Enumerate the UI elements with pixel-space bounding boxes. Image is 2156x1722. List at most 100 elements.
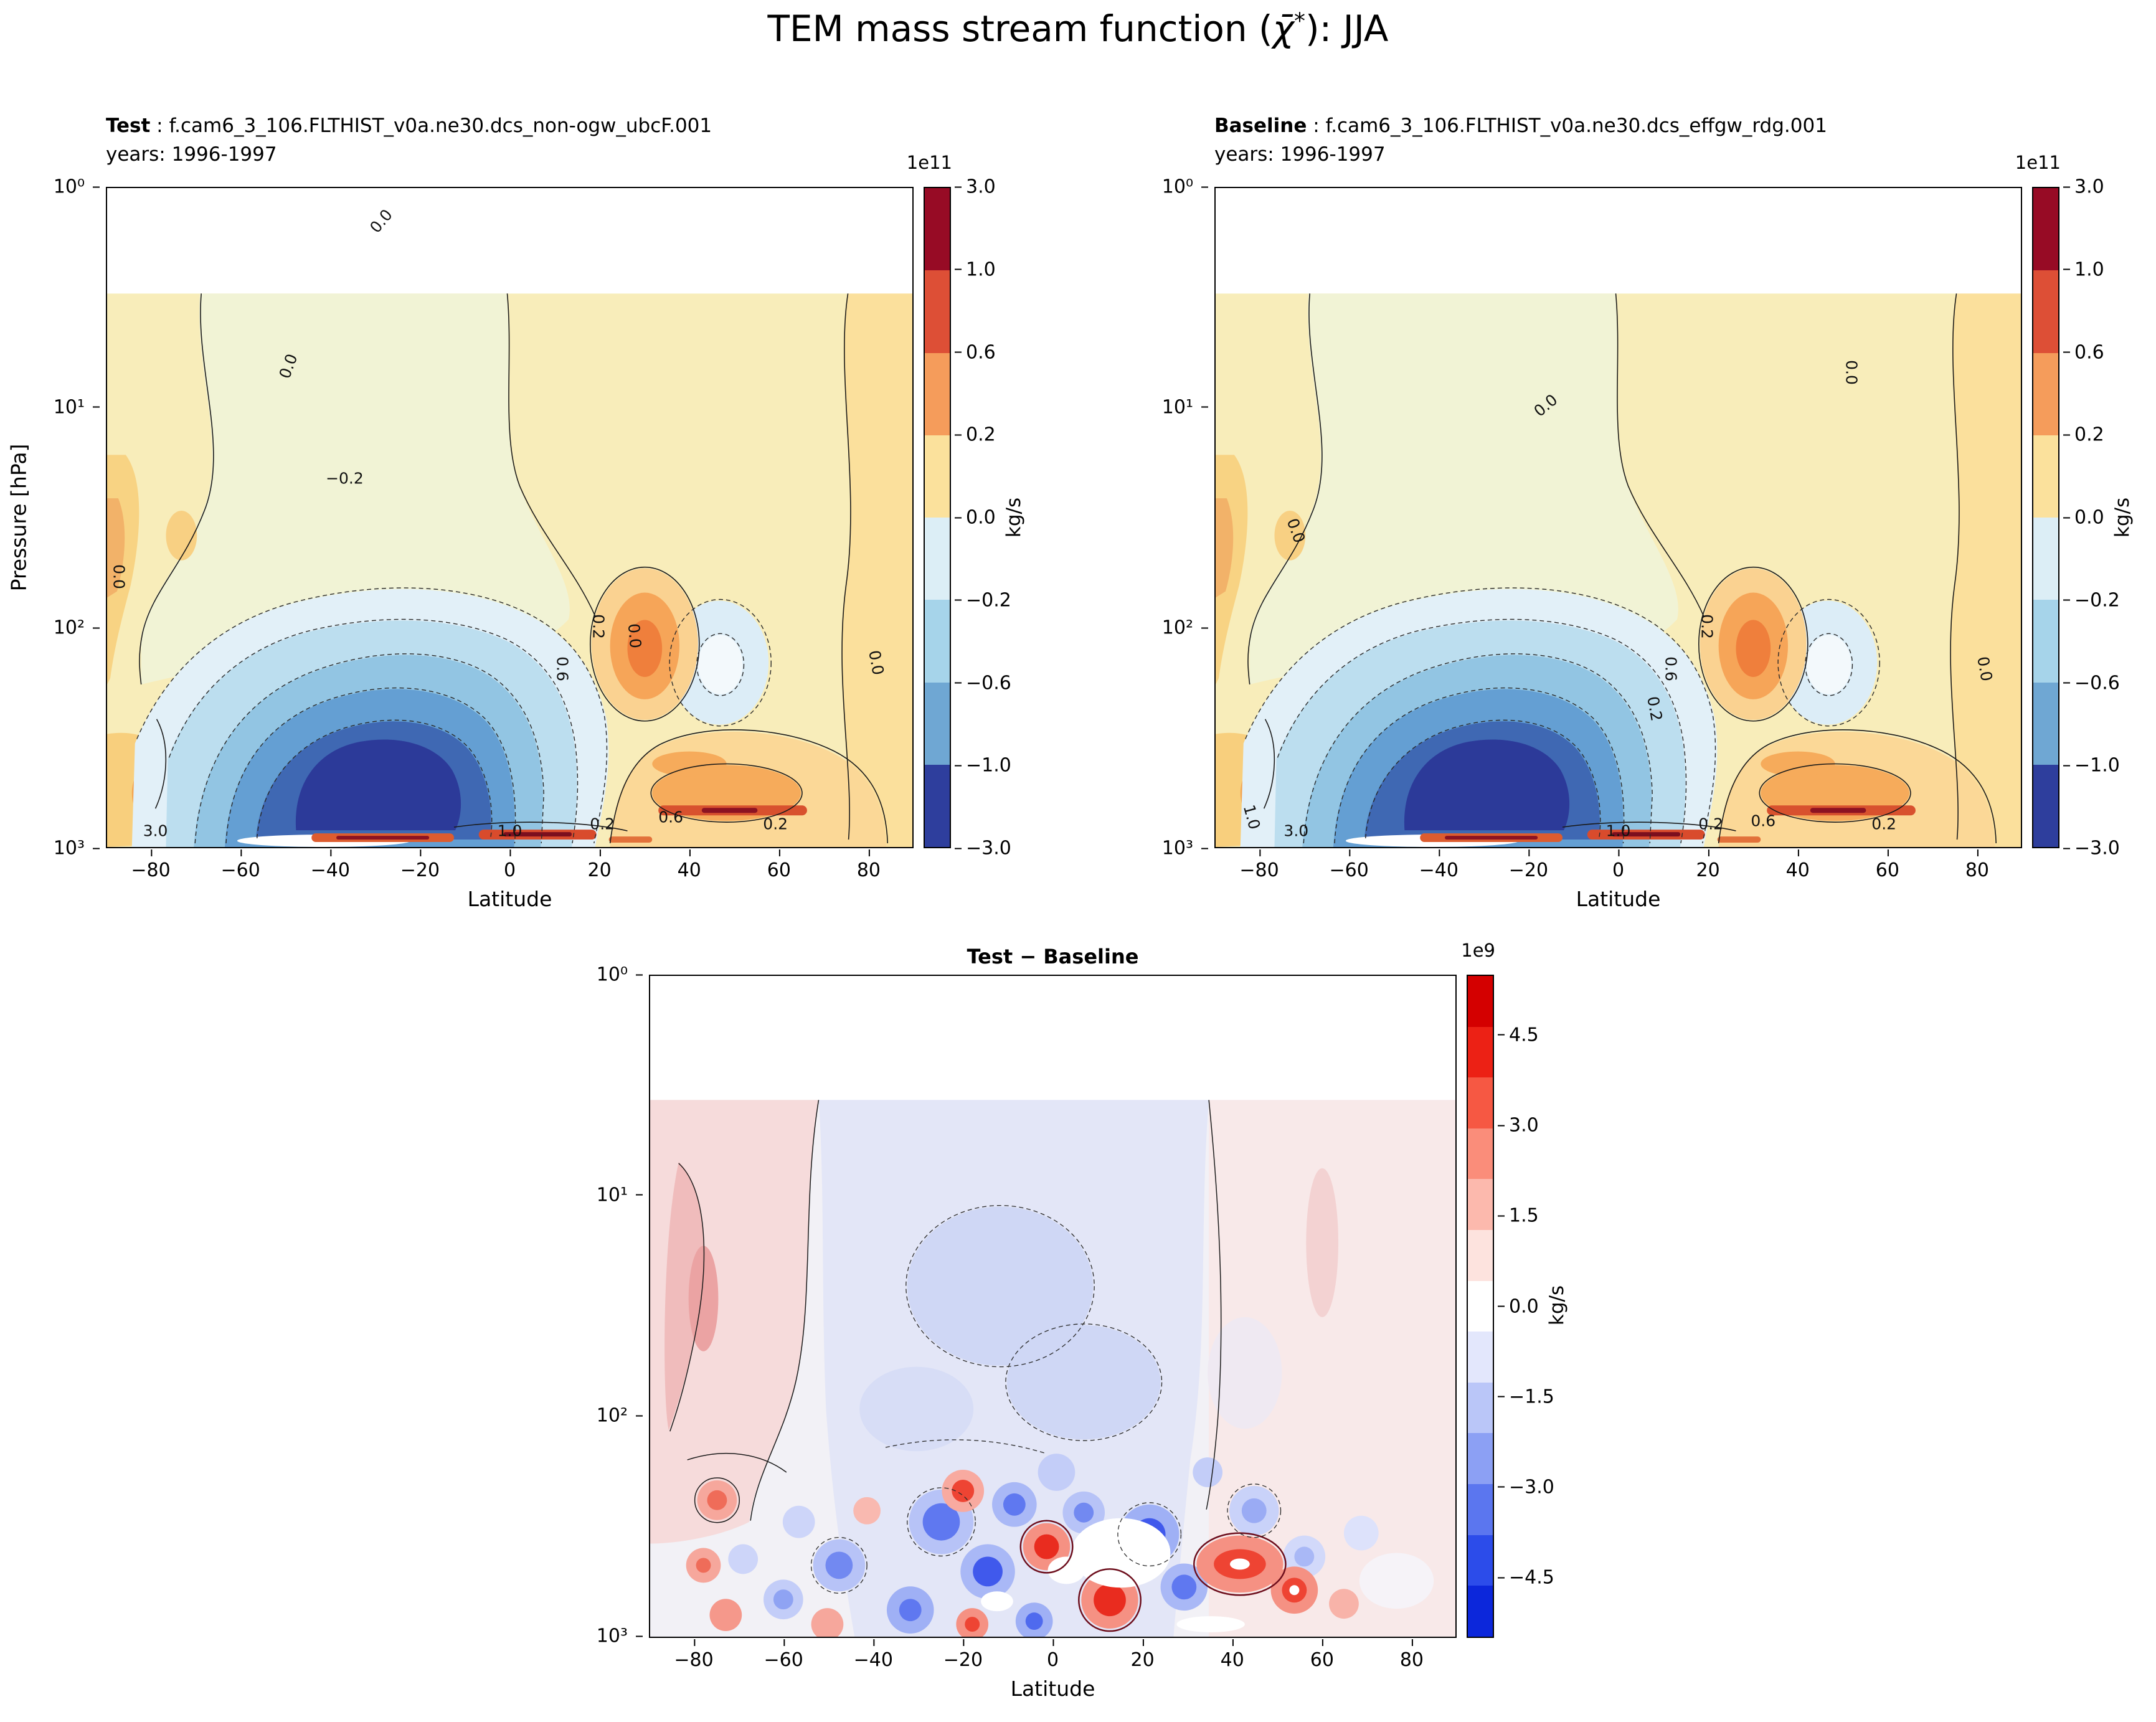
- colorbar-tick-label: −1.5: [1498, 1386, 1554, 1408]
- y-tick-label: 10⁰: [1161, 176, 1209, 198]
- colorbar-segment: [925, 270, 950, 353]
- contour-field-test: [107, 188, 912, 847]
- colorbar-tick-label: 1.5: [1498, 1204, 1539, 1227]
- contour-label: 1.0: [497, 821, 522, 840]
- colorbar-tick-label: 0.2: [2063, 423, 2104, 446]
- colorbar-tick-label: −0.6: [955, 672, 1011, 694]
- x-tick-label: 20: [587, 849, 612, 881]
- latitude-tick-labels-diff: −80 −60 −40 −20 0 20 40 60 80: [649, 1639, 1457, 1671]
- colorbar-tick-label: 0.0: [955, 506, 996, 529]
- x-tick-label: 0: [503, 849, 516, 881]
- x-tick-label: 0: [1612, 849, 1625, 881]
- colorbar-segment: [925, 682, 950, 765]
- x-tick-label: −80: [1239, 849, 1279, 881]
- colorbar-segment: [2033, 682, 2058, 765]
- contour-label: 0.2: [1698, 613, 1716, 639]
- colorbar-segment: [925, 352, 950, 435]
- contour-field-baseline: [1216, 188, 2021, 847]
- contour-label: 0.2: [1871, 815, 1897, 833]
- colorbar-exponent: 1e11: [2015, 152, 2061, 173]
- contour-label: 0.2: [589, 613, 608, 639]
- y-tick-label: 10⁰: [596, 963, 643, 986]
- colorbar-tick-label: −3.0: [955, 837, 1011, 859]
- x-tick-label: 60: [1310, 1639, 1334, 1671]
- colorbar-segment: [1468, 1128, 1493, 1180]
- x-tick-label: −40: [853, 1639, 893, 1671]
- contour-label: 1.0: [1605, 821, 1631, 840]
- contour-label: 3.0: [1284, 821, 1309, 840]
- colorbar-tick-label: −0.6: [2063, 672, 2120, 694]
- colorbar-tick-label: 0.6: [2063, 341, 2104, 363]
- panel-test: Test : f.cam6_3_106.FLTHIST_v0a.ne30.dcs…: [0, 0, 1084, 934]
- y-tick-label: 10²: [1161, 617, 1209, 639]
- figure-title-post: ): JJA: [1305, 7, 1389, 50]
- y-tick-label: 10¹: [53, 396, 100, 419]
- colorbar-segment: [1468, 1280, 1493, 1332]
- colorbar-tick-label: −1.0: [955, 754, 1011, 777]
- x-tick-label: 60: [767, 849, 791, 881]
- x-tick-label: −60: [220, 849, 260, 881]
- colorbar-segment: [1468, 1382, 1493, 1434]
- x-tick-label: −20: [1508, 849, 1549, 881]
- panel-test-years: years: 1996-1997: [106, 143, 277, 166]
- colorbar-diff: [1467, 975, 1494, 1638]
- colorbar-segment: [925, 600, 950, 683]
- colorbar-segment: [925, 518, 950, 600]
- colorbar-tick-label: 4.5: [1498, 1024, 1539, 1046]
- x-tick-label: −20: [400, 849, 440, 881]
- colorbar-segment: [1468, 1026, 1493, 1078]
- colorbar-tick-label: −0.2: [955, 589, 1011, 612]
- colorbar-segment: [1468, 1586, 1493, 1637]
- panel-baseline-title-sep: :: [1307, 115, 1326, 137]
- x-tick-label: −80: [674, 1639, 714, 1671]
- colorbar-segment: [925, 764, 950, 847]
- plot-area-baseline: 0.0 0.0 0.0 0.6 0.2 0.2 0.0 1.0 3.0 1.0 …: [1214, 187, 2022, 848]
- colorbar-tick-label: 1.0: [955, 258, 996, 281]
- figure-title-sup: *: [1294, 8, 1305, 34]
- panel-test-title-bold: Test: [106, 115, 151, 137]
- contour-label: 0.2: [763, 815, 788, 833]
- colorbar-segment: [1468, 1332, 1493, 1383]
- y-tick-label: 10³: [53, 837, 100, 859]
- colorbar-segment: [2033, 270, 2058, 353]
- pressure-tick-labels-baseline: 10⁰ 10¹ 10² 10³: [1109, 176, 1209, 859]
- colorbar-segment: [2033, 518, 2058, 600]
- colorbar-segment: [2033, 600, 2058, 683]
- x-tick-label: −60: [764, 1639, 803, 1671]
- colorbar-segment: [925, 188, 950, 271]
- panel-baseline: Baseline : f.cam6_3_106.FLTHIST_v0a.ne30…: [1109, 0, 2156, 934]
- y-tick-label: 10¹: [1161, 396, 1209, 419]
- x-tick-label: 80: [856, 849, 881, 881]
- contour-label: 0.0: [624, 623, 645, 650]
- x-tick-label: −80: [131, 849, 171, 881]
- y-tick-label: 10¹: [596, 1184, 643, 1206]
- contour-label: 0.0: [1974, 655, 1996, 683]
- colorbar-tick-label: 1.0: [2063, 258, 2104, 281]
- latitude-axis-label: Latitude: [1010, 1677, 1095, 1701]
- contour-label: 3.0: [143, 821, 168, 840]
- colorbar-tick-label: −3.0: [1498, 1476, 1554, 1498]
- colorbar-tick-label: 0.2: [955, 423, 996, 446]
- contour-field-diff: [650, 976, 1455, 1637]
- y-tick-label: 10²: [596, 1404, 643, 1427]
- contour-label: 0.6: [1662, 656, 1680, 682]
- colorbar-tick-label: −1.0: [2063, 754, 2120, 777]
- x-tick-label: 80: [1965, 849, 1990, 881]
- colorbar-segment: [2033, 435, 2058, 518]
- x-tick-label: 40: [1220, 1639, 1244, 1671]
- x-tick-label: 20: [1696, 849, 1720, 881]
- colorbar-segment: [2033, 764, 2058, 847]
- colorbar-segment: [1468, 1230, 1493, 1281]
- panel-diff: Test − Baseline 10⁰ 10¹ 10² 10³ −80 −60 …: [543, 788, 1627, 1722]
- colorbar-segment: [2033, 352, 2058, 435]
- latitude-tick-labels-baseline: −80 −60 −40 −20 0 20 40 60 80: [1214, 849, 2022, 881]
- x-tick-label: 20: [1130, 1639, 1155, 1671]
- figure-title-pre: TEM mass stream function (: [767, 7, 1273, 50]
- colorbar-units-label: kg/s: [2111, 497, 2134, 538]
- panel-baseline-case-name: f.cam6_3_106.FLTHIST_v0a.ne30.dcs_effgw_…: [1325, 115, 1827, 137]
- colorbar-segment: [1468, 1535, 1493, 1586]
- y-tick-label: 10²: [53, 617, 100, 639]
- latitude-tick-labels-test: −80 −60 −40 −20 0 20 40 60 80: [106, 849, 914, 881]
- colorbar-tick-label: −3.0: [2063, 837, 2120, 859]
